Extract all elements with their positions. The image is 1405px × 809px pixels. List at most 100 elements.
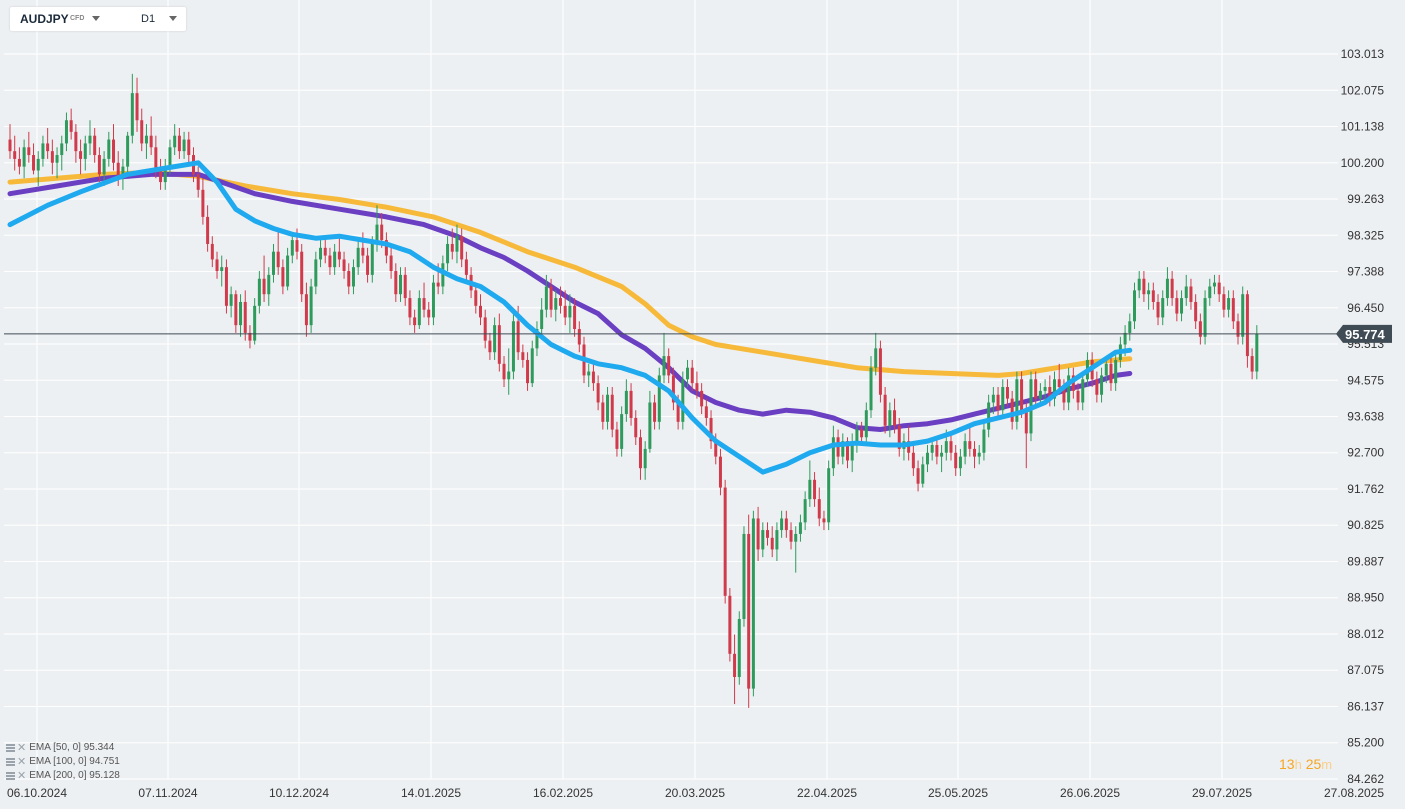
candle-body [723, 487, 727, 596]
candle-body [511, 321, 515, 372]
candle-body [1095, 379, 1099, 395]
candle-body [79, 151, 83, 159]
y-tick-label: 94.575 [1347, 373, 1384, 387]
time-axis[interactable]: 06.10.2024 07.11.2024 10.12.2024 14.01.2025… [7, 786, 1384, 800]
candle-body [638, 437, 642, 469]
candle-body [1180, 298, 1184, 314]
candle-body [977, 452, 981, 457]
candle-body [168, 147, 172, 167]
candle-body [831, 437, 835, 469]
settings-icon[interactable] [6, 744, 15, 752]
candle-body [695, 383, 699, 391]
candle-body [436, 282, 440, 287]
candle-body [253, 305, 257, 341]
symbol-name[interactable]: AUDJPY [20, 12, 69, 26]
candle-body [728, 595, 732, 654]
candle-body [497, 325, 501, 364]
candle-body [822, 518, 826, 523]
candle-body [36, 158, 40, 171]
close-icon[interactable]: ✕ [17, 770, 27, 782]
timeframe-dropdown-icon[interactable] [169, 16, 177, 21]
candle-body [653, 402, 657, 422]
candle-body [441, 263, 445, 287]
close-icon[interactable]: ✕ [17, 756, 27, 768]
candle-body [671, 375, 675, 403]
y-tick-label: 96.450 [1347, 301, 1384, 315]
y-tick-label: 85.200 [1347, 736, 1384, 750]
current-price-marker: 95.774 [4, 324, 1392, 343]
candle-body [1071, 375, 1075, 391]
candle-body [83, 143, 87, 159]
candle-body [1198, 321, 1202, 337]
candle-body [803, 499, 807, 523]
price-axis[interactable]: 103.013 102.075 101.138 100.200 99.263 98.325… [1341, 47, 1385, 786]
ema-200-line [7, 169, 1133, 378]
y-tick-label: 97.388 [1347, 264, 1384, 278]
candle-body [982, 429, 986, 453]
candle-body [798, 522, 802, 534]
candle-body [107, 139, 111, 159]
candle-body [182, 139, 186, 152]
candle-body [770, 537, 774, 550]
legend-item-ema200[interactable]: ✕ EMA [200, 0] 95.128 [6, 769, 120, 783]
candle-body [431, 282, 435, 318]
candle-body [60, 143, 64, 156]
candle-body [874, 348, 878, 368]
candle-body [281, 267, 285, 287]
settings-icon[interactable] [6, 758, 15, 766]
candle-body [455, 236, 459, 252]
candle-body [521, 352, 525, 360]
settings-icon[interactable] [6, 772, 15, 780]
candle-body [229, 294, 233, 306]
candle-body [210, 243, 214, 260]
candle-body [121, 166, 125, 179]
candle-body [794, 533, 798, 542]
candle-body [1053, 379, 1057, 399]
candle-body [780, 518, 784, 531]
legend-item-ema50[interactable]: ✕ EMA [50, 0] 95.344 [6, 741, 120, 755]
candle-body [558, 298, 562, 306]
y-tick-label: 103.013 [1341, 47, 1385, 61]
candle-body [845, 441, 849, 461]
candle-body [267, 274, 271, 295]
candle-body [554, 298, 558, 310]
candle-body [1048, 387, 1052, 399]
candle-body [384, 240, 388, 256]
candle-body [1212, 282, 1216, 287]
candle-body [276, 251, 280, 268]
indicator-legend: ✕ EMA [50, 0] 95.344 ✕ EMA [100, 0] 94.7… [6, 741, 120, 783]
candle-body [973, 448, 977, 457]
candle-body [841, 441, 845, 457]
candle-body [1250, 356, 1254, 372]
candle-body [568, 305, 572, 318]
candle-body [883, 394, 887, 426]
candle-body [337, 251, 341, 260]
candle-body [69, 120, 73, 132]
candle-body [464, 259, 468, 275]
legend-item-ema100[interactable]: ✕ EMA [100, 0] 94.751 [6, 755, 120, 769]
candle-body [827, 468, 831, 523]
candle-body [775, 530, 779, 550]
candle-body [610, 394, 614, 430]
candle-body [526, 359, 530, 384]
candle-body [399, 274, 403, 295]
candle-body [130, 93, 134, 136]
candle-body [596, 383, 600, 403]
candle-body [342, 259, 346, 272]
candle-body [1255, 333, 1259, 372]
candle-body [159, 170, 163, 183]
candle-body [1104, 363, 1108, 376]
timeframe-select[interactable]: D1 [141, 13, 156, 25]
candle-body [591, 371, 595, 384]
symbol-dropdown-icon[interactable] [92, 16, 100, 21]
candle-body [1015, 379, 1019, 422]
candle-body [935, 445, 939, 457]
candle-body [700, 390, 704, 407]
candle-body [493, 325, 497, 353]
candle-body [662, 356, 666, 376]
close-icon[interactable]: ✕ [17, 742, 27, 754]
candle-body [907, 441, 911, 453]
candle-body [389, 255, 393, 272]
current-price-label: 95.774 [1345, 327, 1386, 342]
